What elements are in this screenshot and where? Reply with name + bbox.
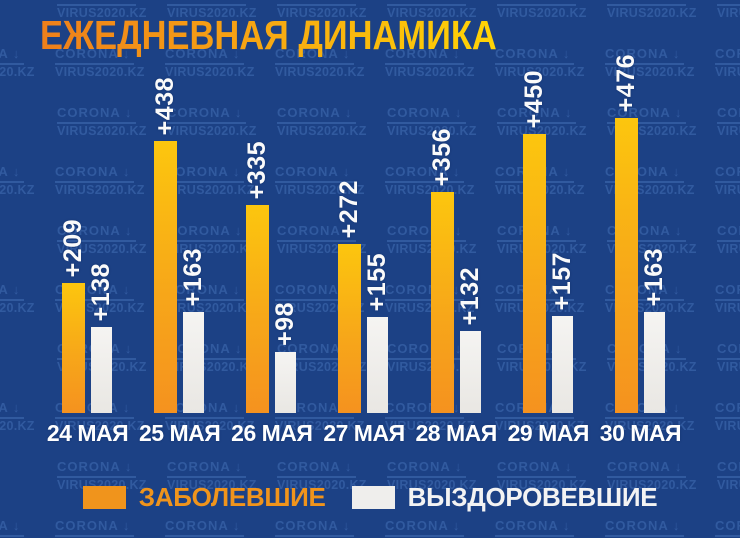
infected-bar bbox=[522, 134, 546, 413]
watermark-tile: CORONA ↓VIRUS2020.KZ bbox=[717, 223, 740, 256]
recovered-bar-wrap: +157 bbox=[547, 251, 576, 413]
infected-swatch bbox=[82, 486, 126, 509]
recovered-bar-wrap: +132 bbox=[455, 266, 484, 413]
watermark-tile: CORONA ↓VIRUS2020.KZ bbox=[605, 518, 695, 538]
infected-bar bbox=[430, 192, 454, 413]
bar-pair: +476 +163 bbox=[611, 53, 668, 413]
bar-groups: +209 +138 24 МАЯ +438 +163 25 МАЯ bbox=[47, 53, 682, 446]
recovered-value-label: +163 bbox=[179, 247, 208, 306]
date-label: 27 МАЯ bbox=[323, 420, 405, 446]
date-label: 26 МАЯ bbox=[231, 420, 313, 446]
bar-group: +356 +132 28 МАЯ bbox=[415, 127, 497, 446]
infected-value-label: +476 bbox=[611, 53, 640, 112]
legend: ЗАБОЛЕВШИЕ ВЫЗДОРОВЕВШИЕ bbox=[0, 482, 740, 513]
watermark-tile: CORONA ↓VIRUS2020.KZ bbox=[717, 105, 740, 138]
infected-value-label: +335 bbox=[243, 140, 272, 199]
watermark-tile: CORONA ↓VIRUS2020.KZ bbox=[715, 46, 740, 79]
recovered-bar bbox=[459, 331, 481, 413]
recovered-bar bbox=[91, 327, 112, 413]
infected-bar-wrap: +356 bbox=[427, 127, 456, 413]
infected-bar-wrap: +209 bbox=[59, 218, 87, 413]
infected-value-label: +356 bbox=[427, 127, 456, 186]
recovered-bar bbox=[275, 352, 297, 413]
watermark-tile: CORONA ↓VIRUS2020.KZ bbox=[0, 46, 35, 79]
watermark-tile: CORONA ↓VIRUS2020.KZ bbox=[717, 341, 740, 374]
date-label: 29 МАЯ bbox=[507, 420, 590, 446]
infected-value-label: +209 bbox=[59, 218, 87, 277]
infected-value-label: +272 bbox=[335, 179, 364, 238]
infected-bar-wrap: +272 bbox=[335, 179, 364, 413]
bar-pair: +272 +155 bbox=[335, 179, 392, 413]
infected-bar bbox=[614, 118, 638, 413]
legend-item-infected: ЗАБОЛЕВШИЕ bbox=[82, 482, 326, 513]
watermark-tile: CORONA ↓VIRUS2020.KZ bbox=[717, 0, 740, 20]
recovered-swatch bbox=[351, 486, 395, 509]
bar-pair: +209 +138 bbox=[59, 218, 115, 413]
recovered-bar bbox=[367, 317, 389, 413]
watermark-tile: CORONA ↓VIRUS2020.KZ bbox=[0, 518, 35, 538]
infected-value-label: +438 bbox=[151, 76, 180, 135]
watermark-tile: CORONA ↓VIRUS2020.KZ bbox=[165, 518, 255, 538]
watermark-tile: CORONA ↓VIRUS2020.KZ bbox=[715, 282, 740, 315]
watermark-tile: CORONA ↓VIRUS2020.KZ bbox=[0, 164, 35, 197]
date-label: 24 МАЯ bbox=[46, 420, 129, 446]
infected-bar bbox=[338, 244, 362, 413]
bar-group: +476 +163 30 МАЯ bbox=[600, 53, 682, 446]
recovered-value-label: +157 bbox=[547, 251, 576, 310]
bar-pair: +335 +98 bbox=[243, 140, 300, 413]
recovered-value-label: +155 bbox=[363, 252, 392, 311]
watermark-tile: CORONA ↓VIRUS2020.KZ bbox=[715, 400, 740, 433]
recovered-legend-label: ВЫЗДОРОВЕВШИЕ bbox=[407, 482, 658, 512]
infected-bar bbox=[62, 283, 85, 413]
watermark-tile: CORONA ↓VIRUS2020.KZ bbox=[715, 164, 740, 197]
date-label: 25 МАЯ bbox=[139, 420, 221, 446]
watermark-tile: CORONA ↓VIRUS2020.KZ bbox=[0, 400, 35, 433]
bar-chart: +209 +138 24 МАЯ +438 +163 25 МАЯ bbox=[47, 53, 682, 446]
bar-pair: +438 +163 bbox=[151, 76, 208, 413]
recovered-value-label: +132 bbox=[455, 266, 484, 325]
recovered-bar bbox=[183, 312, 205, 413]
watermark-tile: CORONA ↓VIRUS2020.KZ bbox=[607, 0, 697, 20]
bar-group: +335 +98 26 МАЯ bbox=[231, 140, 313, 446]
recovered-bar-wrap: +163 bbox=[639, 247, 668, 413]
page-title: ЕЖЕДНЕВНАЯ ДИНАМИКА bbox=[40, 12, 497, 58]
date-label: 28 МАЯ bbox=[415, 420, 497, 446]
recovered-bar-wrap: +98 bbox=[271, 302, 300, 413]
bar-pair: +356 +132 bbox=[427, 127, 484, 413]
watermark-tile: CORONA ↓VIRUS2020.KZ bbox=[0, 282, 35, 315]
watermark-tile: CORONA ↓VIRUS2020.KZ bbox=[385, 518, 475, 538]
infected-value-label: +450 bbox=[519, 69, 548, 128]
watermark-tile: CORONA ↓VIRUS2020.KZ bbox=[55, 518, 145, 538]
recovered-bar bbox=[551, 316, 573, 413]
infected-bar-wrap: +335 bbox=[243, 140, 272, 413]
infected-bar bbox=[246, 205, 270, 413]
watermark-tile: CORONA ↓VIRUS2020.KZ bbox=[715, 518, 740, 538]
date-label: 30 МАЯ bbox=[599, 420, 682, 446]
bar-group: +209 +138 24 МАЯ bbox=[47, 218, 129, 446]
bar-group: +438 +163 25 МАЯ bbox=[139, 76, 221, 446]
recovered-bar-wrap: +138 bbox=[87, 262, 115, 413]
infected-legend-label: ЗАБОЛЕВШИЕ bbox=[138, 482, 326, 512]
bar-pair: +450 +157 bbox=[519, 69, 576, 413]
watermark-tile: CORONA ↓VIRUS2020.KZ bbox=[275, 518, 365, 538]
recovered-bar-wrap: +155 bbox=[363, 252, 392, 413]
infected-bar-wrap: +450 bbox=[519, 69, 548, 413]
watermark-tile: CORONA ↓VIRUS2020.KZ bbox=[497, 0, 587, 20]
recovered-value-label: +163 bbox=[639, 247, 668, 306]
recovered-bar bbox=[643, 312, 665, 413]
infected-bar-wrap: +438 bbox=[151, 76, 180, 413]
infected-bar-wrap: +476 bbox=[611, 53, 640, 413]
recovered-bar-wrap: +163 bbox=[179, 247, 208, 413]
bar-group: +272 +155 27 МАЯ bbox=[323, 179, 405, 446]
watermark-tile: CORONA ↓VIRUS2020.KZ bbox=[495, 518, 585, 538]
legend-item-recovered: ВЫЗДОРОВЕВШИЕ bbox=[351, 482, 658, 513]
recovered-value-label: +138 bbox=[87, 262, 115, 321]
recovered-value-label: +98 bbox=[271, 302, 300, 346]
bar-group: +450 +157 29 МАЯ bbox=[508, 69, 590, 446]
infected-bar bbox=[154, 141, 178, 413]
